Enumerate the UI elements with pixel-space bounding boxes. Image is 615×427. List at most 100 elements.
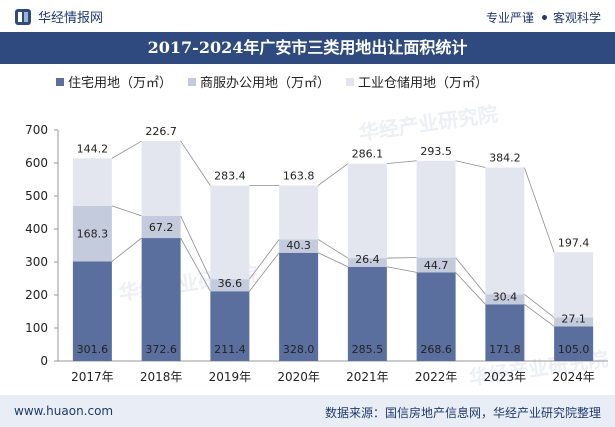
bar-segment-commercial [141, 215, 181, 239]
footer-site-link[interactable]: www.huaon.com [14, 404, 114, 418]
chart-title: 2017-2024年广安市三类用地出让面积统计 [147, 38, 468, 57]
connector-line [386, 160, 417, 165]
connector-line [524, 293, 555, 318]
chart-legend: 住宅用地（万㎡） 商服办公用地（万㎡） 工业仓储用地（万㎡） [56, 72, 504, 91]
connector-line [249, 252, 280, 292]
bar-segment-industrial [347, 163, 387, 259]
brand-logo[interactable]: 华经情报网 [14, 7, 103, 26]
bar-segment-industrial [485, 167, 525, 295]
legend-item-commercial: 商服办公用地（万㎡） [188, 72, 330, 91]
data-label-industrial: 286.1 [352, 148, 384, 161]
connector-line [317, 163, 349, 186]
y-tick-label: 0 [40, 354, 48, 368]
bar-segment-commercial [416, 257, 456, 273]
connector-line [317, 239, 349, 259]
bar-segment-commercial [554, 317, 594, 327]
top-bar: 华经情报网 专业严谨 客观科学 [0, 0, 615, 32]
bar-segment-residential [416, 272, 456, 361]
footer-bar: www.huaon.com 数据来源：国信房地产信息网，华经产业研究院整理 [0, 395, 615, 427]
title-bar: 2017-2024年广安市三类用地出让面积统计 [0, 32, 615, 64]
data-label-residential: 171.8 [489, 343, 521, 356]
x-tick-label: 2021年 [346, 370, 389, 384]
bar-segment-residential [210, 291, 250, 361]
connector-line [249, 239, 280, 280]
y-tick-label: 100 [25, 321, 48, 335]
bar-segment-commercial [347, 258, 387, 267]
bar-segment-residential [72, 261, 112, 361]
bar-segment-commercial [485, 294, 525, 305]
data-label-commercial: 40.3 [286, 239, 311, 252]
y-tick-label: 400 [25, 222, 48, 236]
legend-label-residential: 住宅用地（万㎡） [68, 76, 173, 91]
x-tick-label: 2017年 [71, 370, 114, 384]
bar-segment-residential [279, 252, 319, 361]
connector-line [111, 205, 142, 217]
data-label-industrial: 293.5 [420, 145, 452, 158]
y-tick-label: 700 [25, 123, 48, 137]
legend-swatch-industrial [346, 77, 355, 86]
connector-line [386, 266, 417, 273]
bar-segment-residential [485, 304, 525, 361]
x-tick-label: 2024年 [552, 370, 595, 384]
connector-line [180, 237, 211, 292]
connector-line [524, 303, 555, 327]
x-tick-label: 2023年 [484, 370, 527, 384]
data-label-residential: 285.5 [352, 343, 384, 356]
data-label-industrial: 226.7 [145, 125, 177, 138]
data-label-commercial: 36.6 [218, 277, 243, 290]
connector-line [455, 160, 486, 168]
brand-name: 华经情报网 [38, 11, 104, 26]
bar-segment-residential [141, 238, 181, 361]
data-label-residential: 372.6 [145, 343, 177, 356]
legend-label-industrial: 工业仓储用地（万㎡） [358, 76, 489, 91]
connector-line [455, 257, 486, 295]
connector-line [180, 215, 211, 280]
bar-segment-residential [347, 266, 387, 361]
data-label-industrial: 283.4 [214, 170, 246, 183]
bar-segment-industrial [72, 158, 112, 206]
y-tick-label: 500 [25, 189, 48, 203]
y-tick-label: 200 [25, 288, 48, 302]
data-label-commercial: 27.1 [561, 312, 586, 325]
x-tick-label: 2020年 [277, 370, 320, 384]
connector-line [317, 252, 349, 268]
data-label-commercial: 30.4 [493, 290, 518, 303]
bar-segment-industrial [416, 160, 456, 258]
bar-segment-residential [554, 326, 594, 361]
x-tick-label: 2018年 [140, 370, 183, 384]
data-label-commercial: 26.4 [355, 253, 380, 266]
bar-segment-industrial [141, 141, 181, 216]
bar-segment-commercial [279, 239, 319, 253]
data-label-residential: 211.4 [214, 343, 246, 356]
footer-source: 数据来源：国信房地产信息网，华经产业研究院整理 [324, 406, 601, 420]
data-label-commercial: 168.3 [77, 228, 109, 241]
bar-segment-commercial [210, 279, 250, 292]
bar-segment-commercial [72, 205, 112, 262]
legend-item-industrial: 工业仓储用地（万㎡） [346, 72, 488, 91]
data-label-industrial: 144.2 [77, 142, 109, 155]
header-slogan: 专业严谨 客观科学 [486, 9, 601, 26]
slogan-left: 专业严谨 [485, 11, 534, 25]
data-label-residential: 301.6 [77, 343, 109, 356]
data-label-residential: 328.0 [283, 343, 315, 356]
y-tick-label: 600 [25, 156, 48, 170]
legend-swatch-commercial [188, 77, 197, 86]
connector-line [455, 272, 486, 305]
connector-line [111, 237, 142, 262]
data-label-commercial: 67.2 [149, 221, 174, 234]
x-tick-label: 2019年 [209, 370, 252, 384]
bar-segment-industrial [554, 252, 594, 318]
watermark-text-0: 华经产业研究院 [357, 102, 499, 145]
legend-swatch-residential [56, 77, 64, 86]
data-label-industrial: 384.2 [489, 151, 521, 164]
data-label-industrial: 197.4 [558, 236, 590, 249]
data-label-residential: 105.0 [558, 343, 590, 356]
data-label-residential: 268.6 [420, 343, 452, 356]
connector-line [523, 167, 555, 253]
legend-item-residential: 住宅用地（万㎡） [56, 72, 172, 91]
logo-icon [15, 8, 31, 25]
connector-line [111, 140, 142, 159]
bar-segment-industrial [279, 185, 319, 240]
data-label-industrial: 163.8 [283, 169, 315, 182]
